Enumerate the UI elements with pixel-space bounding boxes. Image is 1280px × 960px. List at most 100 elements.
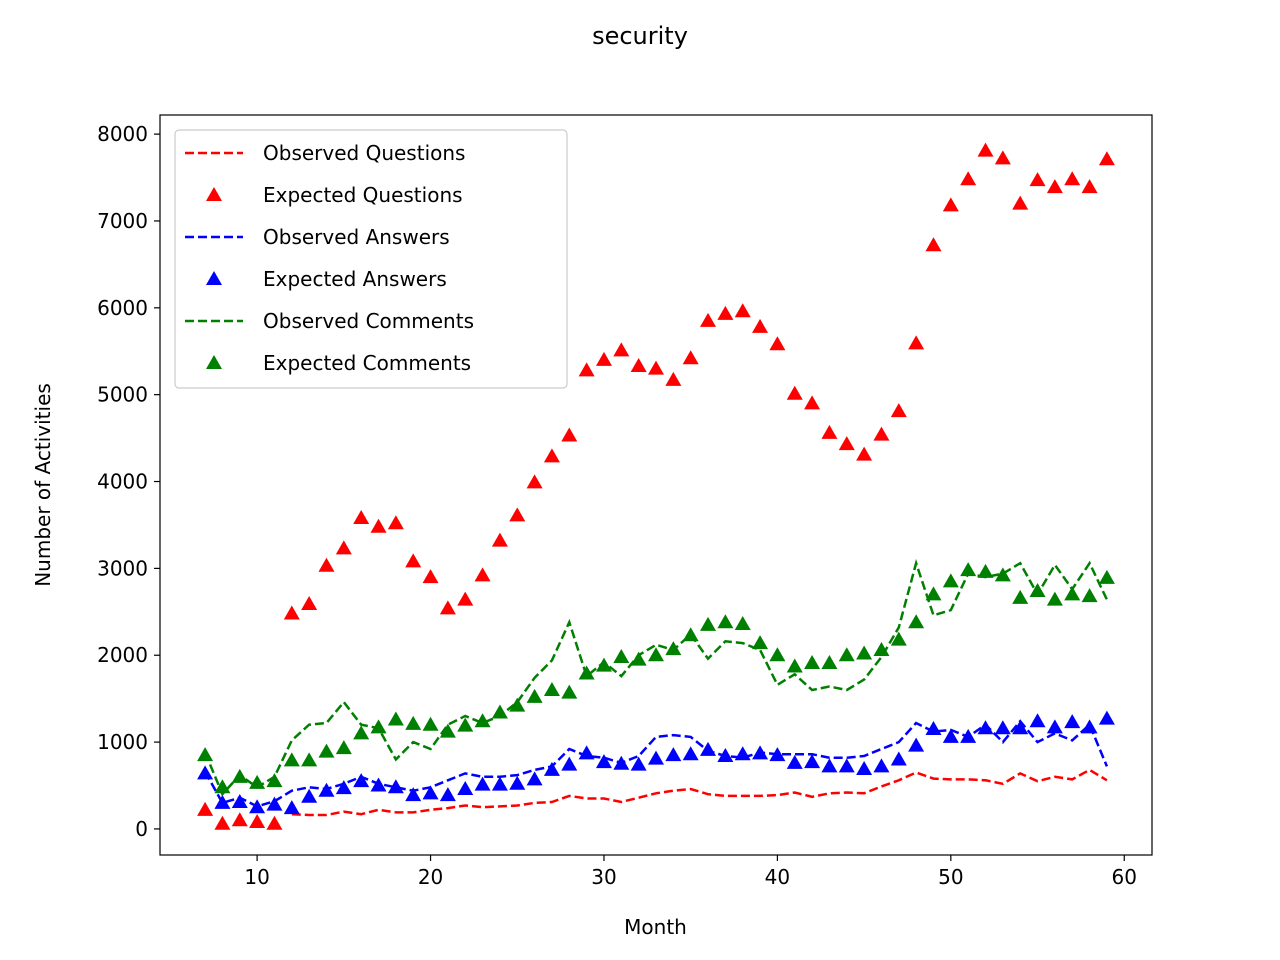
- data-point-expected-answers: [509, 775, 526, 790]
- data-point-expected-comments: [266, 773, 283, 788]
- data-point-expected-comments: [960, 562, 977, 577]
- data-point-expected-comments: [1012, 589, 1029, 604]
- data-point-expected-questions: [318, 557, 335, 572]
- x-tick-label: 40: [765, 865, 790, 889]
- legend-swatch-expected-questions: [206, 187, 222, 201]
- data-point-expected-comments: [1046, 591, 1063, 606]
- legend-swatch-expected-answers: [206, 271, 222, 285]
- x-tick-label: 60: [1112, 865, 1137, 889]
- data-point-expected-questions: [526, 474, 543, 489]
- data-point-expected-answers: [1081, 719, 1098, 734]
- data-point-expected-questions: [769, 336, 786, 351]
- legend-swatch-expected-comments: [206, 355, 222, 369]
- y-tick-label: 4000: [97, 470, 148, 494]
- data-point-expected-answers: [700, 741, 717, 756]
- data-point-expected-questions: [734, 303, 751, 318]
- data-point-expected-comments: [474, 713, 491, 728]
- data-point-expected-answers: [249, 799, 266, 814]
- data-point-expected-questions: [578, 362, 595, 377]
- data-point-expected-answers: [1046, 719, 1063, 734]
- data-point-expected-comments: [249, 774, 266, 789]
- data-point-expected-answers: [197, 765, 214, 780]
- data-point-expected-answers: [543, 761, 560, 776]
- data-point-expected-answers: [630, 756, 647, 771]
- x-tick-label: 10: [244, 865, 269, 889]
- data-point-expected-answers: [335, 780, 352, 795]
- legend: Observed Questions Expected Questions Obse…: [174, 129, 568, 389]
- data-point-expected-answers: [752, 745, 769, 760]
- data-point-expected-questions: [1012, 195, 1029, 210]
- data-point-expected-comments: [543, 681, 560, 696]
- data-point-expected-comments: [370, 719, 387, 734]
- legend-box: [174, 129, 568, 389]
- legend-label-observed-answers: Observed Answers: [263, 225, 450, 249]
- data-point-expected-questions: [405, 553, 422, 568]
- data-point-expected-comments: [595, 657, 612, 672]
- data-point-expected-comments: [197, 747, 214, 762]
- data-point-expected-answers: [457, 780, 474, 795]
- y-tick-label: 2000: [97, 643, 148, 667]
- data-point-expected-questions: [1064, 171, 1081, 186]
- y-axis-label: Number of Activities: [31, 383, 55, 587]
- data-point-expected-answers: [856, 761, 873, 776]
- plot-frame: [159, 114, 1153, 856]
- data-point-expected-questions: [457, 591, 474, 606]
- data-point-expected-answers: [925, 721, 942, 736]
- data-point-expected-comments: [561, 684, 578, 699]
- data-point-expected-comments: [1064, 586, 1081, 601]
- data-point-expected-comments: [526, 688, 543, 703]
- data-point-expected-comments: [318, 743, 335, 758]
- data-point-expected-answers: [491, 776, 508, 791]
- data-point-expected-answers: [977, 720, 994, 735]
- data-point-expected-questions: [804, 395, 821, 410]
- data-point-expected-questions: [786, 385, 803, 400]
- data-point-expected-questions: [630, 358, 647, 373]
- data-point-expected-comments: [838, 647, 855, 662]
- data-point-expected-questions: [717, 305, 734, 320]
- data-point-expected-questions: [197, 801, 214, 816]
- data-point-expected-comments: [405, 715, 422, 730]
- data-point-expected-questions: [595, 351, 612, 366]
- data-point-expected-comments: [214, 779, 231, 794]
- data-point-expected-answers: [648, 750, 664, 765]
- data-point-expected-questions: [752, 318, 769, 333]
- legend-label-observed-questions: Observed Questions: [263, 141, 465, 165]
- data-point-expected-comments: [231, 768, 248, 783]
- data-point-expected-questions: [474, 567, 491, 582]
- data-point-expected-questions: [821, 424, 838, 439]
- data-point-expected-comments: [301, 752, 318, 767]
- data-point-expected-answers: [283, 800, 300, 815]
- legend-label-expected-answers: Expected Answers: [263, 267, 447, 291]
- y-tick-label: 3000: [97, 556, 148, 580]
- data-point-expected-answers: [474, 776, 491, 791]
- data-point-expected-comments: [353, 725, 370, 740]
- data-point-expected-answers: [942, 728, 959, 743]
- data-point-expected-comments: [873, 642, 890, 657]
- data-point-expected-comments: [682, 627, 699, 642]
- data-point-expected-answers: [786, 754, 803, 769]
- data-point-expected-questions: [942, 197, 959, 212]
- x-tick-label: 50: [938, 865, 963, 889]
- data-point-expected-answers: [804, 754, 821, 769]
- data-point-expected-answers: [422, 785, 439, 800]
- axes: 10 20 30 40 50 60 0 1000 2000 3000 4000 5000 6000 700…: [97, 114, 1153, 889]
- data-point-expected-comments: [613, 648, 630, 663]
- data-point-expected-answers: [994, 720, 1011, 735]
- data-point-expected-answers: [665, 747, 682, 762]
- x-tick-label: 20: [418, 865, 443, 889]
- data-point-expected-comments: [509, 697, 526, 712]
- series-line-observed-answers: [204, 719, 1109, 808]
- data-point-expected-answers: [682, 746, 699, 761]
- data-point-expected-answers: [1098, 710, 1115, 725]
- data-point-expected-questions: [890, 403, 907, 418]
- data-point-expected-questions: [1046, 179, 1063, 194]
- data-point-expected-questions: [994, 150, 1011, 165]
- y-tick-label: 8000: [97, 122, 148, 146]
- data-point-expected-answers: [526, 771, 543, 786]
- data-point-expected-answers: [1012, 720, 1029, 735]
- data-point-expected-answers: [387, 779, 404, 794]
- data-point-expected-answers: [266, 796, 283, 811]
- data-point-expected-questions: [214, 815, 231, 830]
- data-point-expected-answers: [769, 747, 786, 762]
